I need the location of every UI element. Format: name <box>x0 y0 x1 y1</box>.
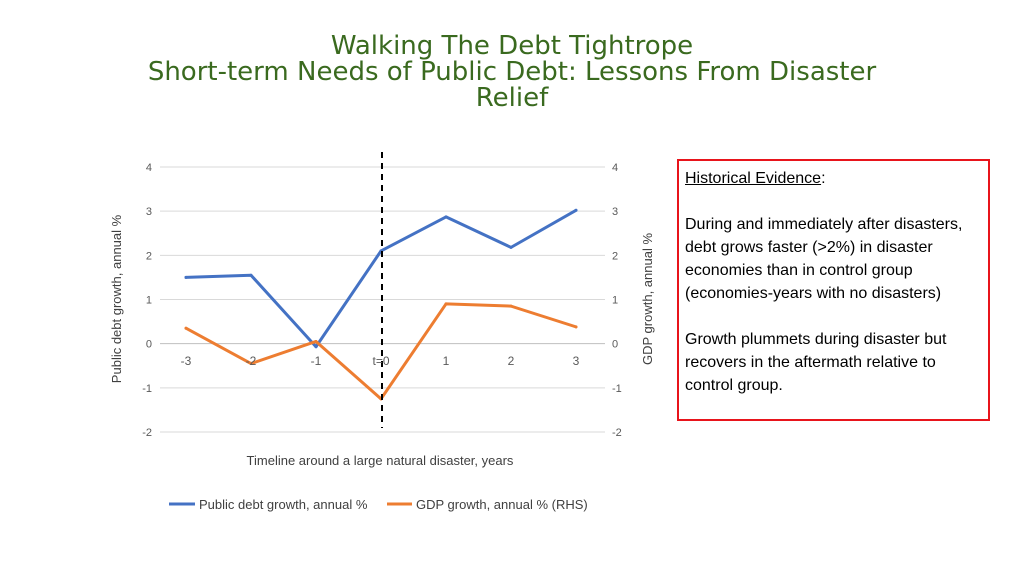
y-ticks: 4 4 3 3 2 2 1 1 0 0 -1 -1 -2 -2 <box>142 162 622 439</box>
y-tick-label-right: -1 <box>612 383 622 395</box>
x-tick-label: t=0 <box>372 354 389 368</box>
title-line-2: Short-term Needs of Public Debt: Lessons… <box>147 57 877 113</box>
y-tick-label-right: 0 <box>612 339 618 351</box>
data-point <box>184 326 188 330</box>
title-line-1: Walking The Debt Tightrope <box>330 31 694 61</box>
data-point <box>249 273 253 277</box>
data-point <box>249 362 253 366</box>
y-tick-label-right: 1 <box>612 295 618 307</box>
y-axis-label-right: GDP growth, annual % <box>640 233 655 365</box>
evidence-heading-line: Historical Evidence: <box>685 167 982 190</box>
evidence-paragraph-1: During and immediately after disasters, … <box>685 216 963 302</box>
y-tick-label-left: -2 <box>142 427 152 439</box>
legend-label-gdp: GDP growth, annual % (RHS) <box>416 497 588 512</box>
y-tick-label-left: 3 <box>146 206 152 218</box>
y-tick-label-right: 3 <box>612 206 618 218</box>
evidence-paragraph-2: Growth plummets during disaster but reco… <box>685 331 947 394</box>
y-tick-label-left: 4 <box>146 162 152 174</box>
y-axis-label-left: Public debt growth, annual % <box>109 214 124 383</box>
x-tick-label: -3 <box>181 354 192 368</box>
y-tick-label-left: 0 <box>146 339 152 351</box>
data-point <box>314 345 318 349</box>
y-tick-label-right: 2 <box>612 250 618 262</box>
y-tick-label-left: -1 <box>142 383 152 395</box>
legend-label-debt: Public debt growth, annual % <box>199 497 368 512</box>
data-point <box>444 215 448 219</box>
y-tick-label-left: 2 <box>146 250 152 262</box>
x-ticks: -3 -2 -1 t=0 1 2 3 <box>181 354 580 368</box>
evidence-heading: Historical Evidence <box>685 170 822 187</box>
data-point <box>314 339 318 343</box>
x-axis-label: Timeline around a large natural disaster… <box>247 453 514 468</box>
data-point <box>509 245 513 249</box>
evidence-heading-colon: : <box>821 170 826 187</box>
data-point <box>574 325 578 329</box>
x-tick-label: 3 <box>573 354 580 368</box>
x-tick-label: 2 <box>508 354 515 368</box>
data-point <box>444 302 448 306</box>
x-tick-label: -2 <box>246 354 257 368</box>
slide-title: Walking The Debt Tightrope Short-term Ne… <box>0 33 1024 111</box>
series-lines <box>184 208 578 401</box>
y-tick-label-right: 4 <box>612 162 618 174</box>
legend: Public debt growth, annual % GDP growth,… <box>169 497 588 512</box>
x-tick-label: 1 <box>443 354 450 368</box>
evidence-box: Historical Evidence: During and immediat… <box>677 159 990 421</box>
data-point <box>509 304 513 308</box>
x-tick-label: -1 <box>311 354 322 368</box>
data-point <box>574 208 578 212</box>
y-tick-label-left: 1 <box>146 295 152 307</box>
data-point <box>184 275 188 279</box>
y-tick-label-right: -2 <box>612 427 622 439</box>
